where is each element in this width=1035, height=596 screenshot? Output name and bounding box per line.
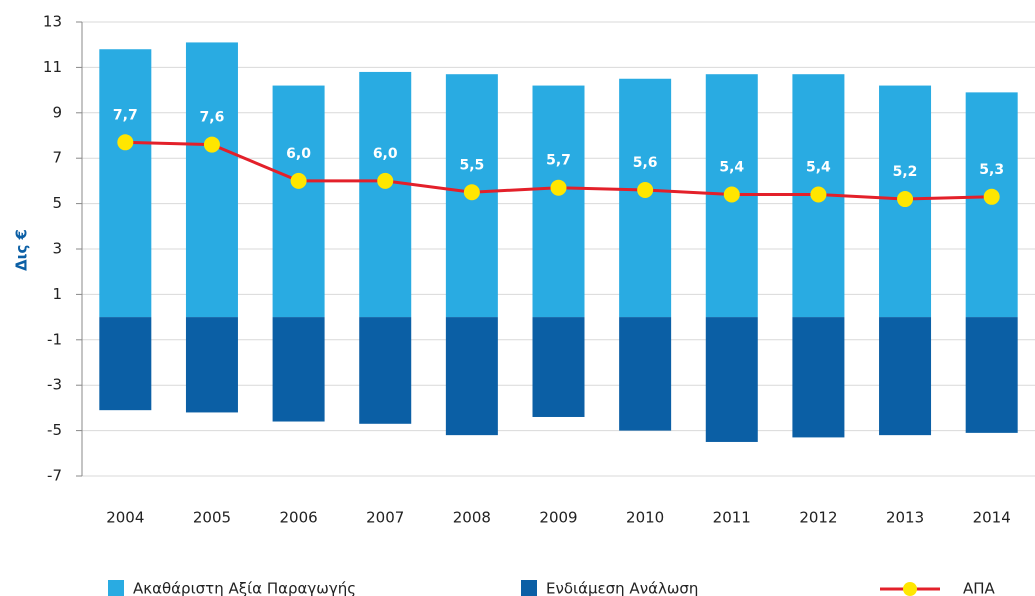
x-tick-label: 2004 bbox=[106, 509, 144, 527]
x-tick-label: 2013 bbox=[886, 509, 924, 527]
y-tick-label: 11 bbox=[43, 58, 62, 76]
bar bbox=[99, 49, 152, 318]
data-label: 6,0 bbox=[373, 146, 398, 162]
x-tick-label: 2007 bbox=[366, 509, 404, 527]
marker bbox=[377, 172, 394, 189]
legend-label: Ενδιάμεση Ανάλωση bbox=[546, 580, 698, 596]
marker bbox=[723, 186, 740, 203]
data-label: 6,0 bbox=[286, 146, 311, 162]
bar bbox=[619, 317, 672, 431]
legend-swatch bbox=[521, 580, 537, 596]
data-label: 5,3 bbox=[979, 162, 1004, 178]
x-tick-label: 2012 bbox=[799, 509, 837, 527]
marker bbox=[897, 191, 914, 208]
y-tick-label: 1 bbox=[52, 285, 62, 303]
legend-swatch bbox=[108, 580, 124, 596]
bar bbox=[792, 317, 845, 438]
data-label: 7,6 bbox=[200, 110, 225, 126]
data-label: 5,4 bbox=[806, 160, 831, 176]
x-tick-label: 2011 bbox=[713, 509, 751, 527]
y-axis-label: Δις € bbox=[13, 229, 31, 271]
marker bbox=[983, 188, 1000, 205]
data-label: 7,7 bbox=[113, 107, 138, 123]
x-tick-label: 2005 bbox=[193, 509, 231, 527]
y-tick-label: 5 bbox=[52, 194, 62, 212]
y-tick-label: 3 bbox=[52, 240, 62, 258]
bar bbox=[185, 42, 238, 318]
marker bbox=[117, 134, 134, 151]
y-tick-label: 7 bbox=[52, 149, 62, 167]
x-tick-label: 2008 bbox=[453, 509, 491, 527]
x-tick-label: 2006 bbox=[279, 509, 317, 527]
legend-label: ΑΠΑ bbox=[963, 580, 996, 596]
data-label: 5,4 bbox=[719, 160, 744, 176]
marker bbox=[290, 172, 307, 189]
marker bbox=[463, 184, 480, 201]
bar bbox=[99, 317, 152, 411]
marker bbox=[637, 181, 654, 198]
bar bbox=[445, 317, 498, 436]
y-tick-label: 13 bbox=[43, 13, 62, 31]
bar bbox=[359, 317, 412, 424]
bar bbox=[185, 317, 238, 413]
x-tick-label: 2014 bbox=[973, 509, 1011, 527]
data-label: 5,6 bbox=[633, 155, 658, 171]
legend-marker bbox=[903, 582, 917, 596]
bar bbox=[532, 317, 585, 417]
bar bbox=[879, 317, 932, 436]
bar bbox=[965, 317, 1018, 433]
bar bbox=[272, 85, 325, 318]
y-tick-label: -3 bbox=[47, 376, 62, 394]
data-label: 5,5 bbox=[459, 157, 484, 173]
data-label: 5,2 bbox=[893, 164, 918, 180]
legend-label: Ακαθάριστη Αξία Παραγωγής bbox=[133, 580, 356, 596]
x-tick-label: 2010 bbox=[626, 509, 664, 527]
bar bbox=[359, 71, 412, 318]
marker bbox=[550, 179, 567, 196]
x-tick-label: 2009 bbox=[539, 509, 577, 527]
bar bbox=[272, 317, 325, 422]
y-tick-label: 9 bbox=[52, 103, 62, 121]
bar bbox=[705, 317, 758, 442]
y-tick-label: -5 bbox=[47, 421, 62, 439]
marker bbox=[203, 136, 220, 153]
bar bbox=[532, 85, 585, 318]
marker bbox=[810, 186, 827, 203]
y-tick-label: -7 bbox=[47, 467, 62, 485]
data-label: 5,7 bbox=[546, 153, 571, 169]
y-tick-label: -1 bbox=[47, 330, 62, 348]
